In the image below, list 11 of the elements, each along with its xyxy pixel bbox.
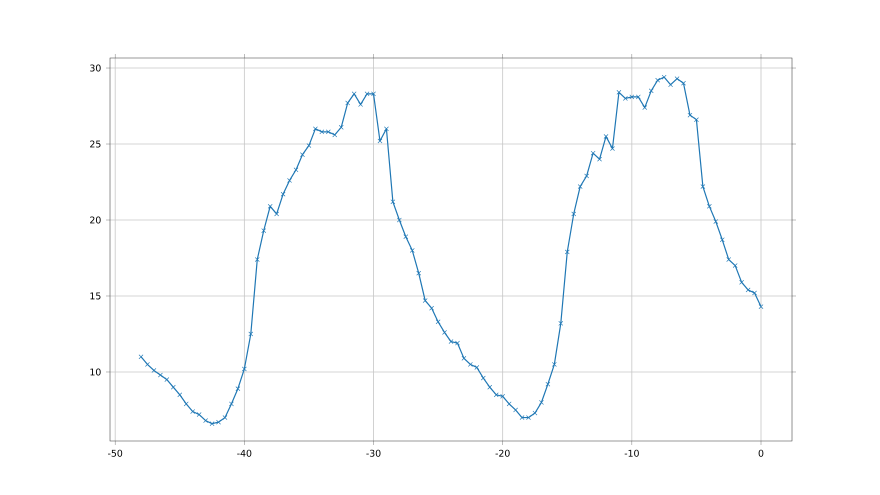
x-tick-label: -10: [624, 450, 639, 457]
x-tick-label: -20: [496, 450, 510, 457]
x-tick-label: -50: [108, 450, 122, 457]
y-tick-label: 15: [90, 292, 100, 300]
y-tick-label: 20: [90, 216, 101, 224]
x-tick-label: -40: [237, 450, 252, 457]
y-tick-label: 30: [90, 64, 101, 72]
y-tick-label: 10: [90, 368, 101, 376]
x-tick-label: 0: [758, 450, 764, 457]
y-tick-label: 25: [90, 140, 100, 148]
x-tick-label: -30: [366, 450, 381, 457]
